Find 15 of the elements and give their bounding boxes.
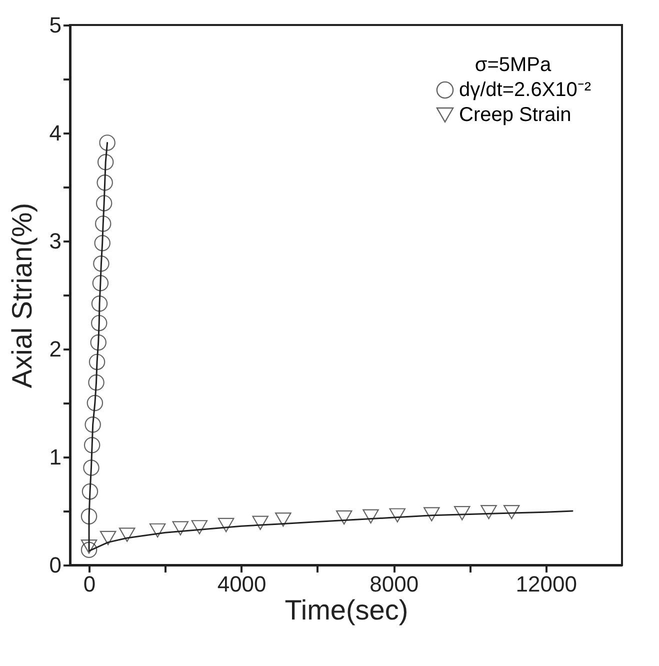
y-tick-label: 3 [49,228,62,254]
y-tick-label: 1 [49,444,62,470]
x-tick-label: 0 [83,572,96,596]
x-tick-label: 8000 [370,572,419,596]
x-tick-label: 12000 [516,572,577,596]
y-axis-title: Axial Strian(%) [6,202,38,388]
x-axis-title: Time(sec) [284,594,408,626]
y-tick-label: 4 [49,120,62,146]
legend-label: Creep Strain [459,104,572,126]
y-tick-label: 0 [49,552,62,578]
legend-title: σ=5MPa [474,54,552,76]
y-tick-label: 2 [49,336,62,362]
legend-label: dγ/dt=2.6X10⁻² [459,79,592,101]
y-tick-label: 5 [49,12,62,38]
x-tick-label: 4000 [217,572,266,596]
